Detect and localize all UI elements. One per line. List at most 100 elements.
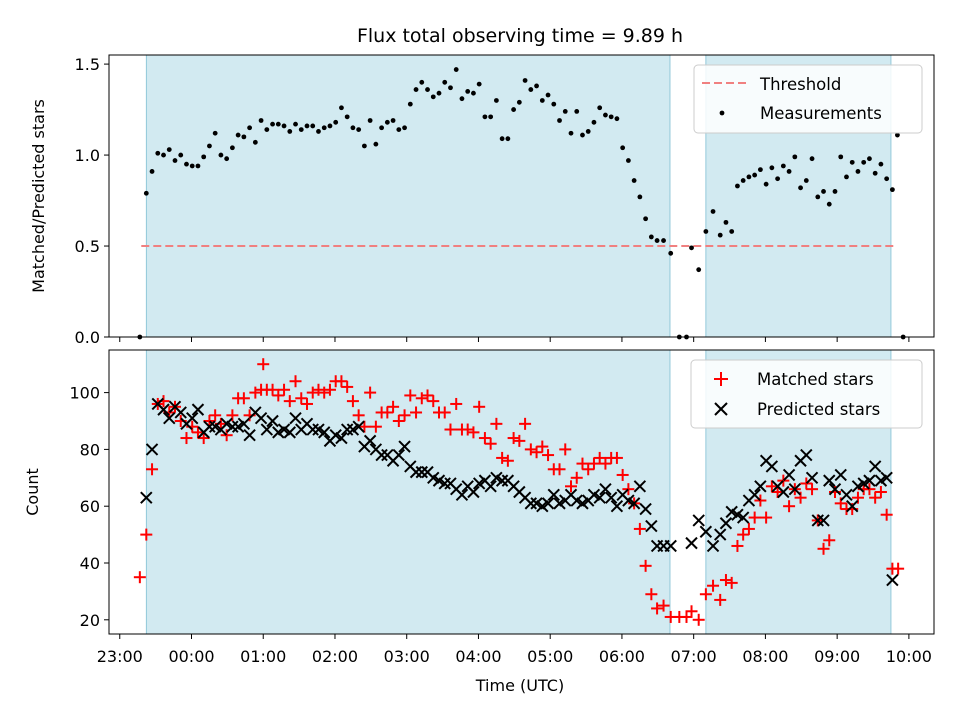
measurement-point (144, 191, 149, 196)
measurement-point (483, 114, 488, 119)
measurement-point (402, 125, 407, 130)
measurement-point (592, 120, 597, 125)
x-tick-label: 01:00 (240, 647, 286, 666)
measurement-point (345, 114, 350, 119)
measurement-point (373, 142, 378, 147)
measurement-point (718, 233, 723, 238)
measurement-point (173, 158, 178, 163)
measurement-point (838, 154, 843, 159)
measurement-point (528, 87, 533, 92)
x-tick-label: 04:00 (455, 647, 501, 666)
measurement-point (557, 118, 562, 123)
bottom-legend: Matched stars Predicted stars (691, 360, 922, 428)
x-tick-label: 02:00 (312, 647, 358, 666)
measurement-point (563, 109, 568, 114)
measurement-point (414, 87, 419, 92)
measurement-point (419, 80, 424, 85)
measurement-point (867, 156, 872, 161)
measurement-point (620, 145, 625, 150)
measurement-point (465, 89, 470, 94)
measurement-point (391, 118, 396, 123)
legend-measurements-label: Measurements (760, 104, 882, 123)
measurement-point (408, 102, 413, 107)
measurement-point (850, 160, 855, 165)
measurement-point (494, 98, 499, 103)
measurement-point (460, 96, 465, 101)
measurement-point (747, 174, 752, 179)
measurement-point (328, 124, 333, 129)
measurement-point (758, 167, 763, 172)
measurement-point (569, 131, 574, 136)
measurement-point (815, 195, 820, 200)
top-x-ticks (120, 337, 909, 342)
measurement-point (597, 105, 602, 110)
measurement-point (574, 109, 579, 114)
measurement-point (729, 229, 734, 234)
measurement-point (236, 133, 241, 138)
measurement-point (368, 118, 373, 123)
bottom-x-ticks: 23:00 00:00 01:00 02:00 03:00 04:00 05:00 06:00… (97, 634, 932, 666)
measurement-point (696, 267, 701, 272)
measurement-point (833, 189, 838, 194)
measurement-point (609, 114, 614, 119)
chart: 0.00.51.01.5 Flux total observing time =… (0, 0, 960, 720)
measurement-point (454, 67, 459, 72)
measurement-point (396, 127, 401, 132)
measurement-point (586, 129, 591, 134)
measurement-point (741, 178, 746, 183)
measurement-point (703, 229, 708, 234)
measurement-point (798, 185, 803, 190)
measurement-point (810, 156, 815, 161)
top-panel: 0.0 0.5 1.0 1.5 Flux total observing time =… (29, 25, 934, 347)
measurement-point (890, 187, 895, 192)
legend-predicted-label: Predicted stars (757, 400, 880, 419)
y-tick-label: 80 (80, 440, 100, 459)
x-tick-label: 07:00 (671, 647, 717, 666)
measurement-point (534, 84, 539, 89)
x-tick-label: 23:00 (97, 647, 143, 666)
measurement-point (861, 160, 866, 165)
measurement-point (752, 173, 757, 178)
measurement-point (781, 164, 786, 169)
measurement-point (551, 102, 556, 107)
x-tick-label: 09:00 (814, 647, 860, 666)
y-tick-label: 40 (80, 554, 100, 573)
measurement-point (856, 169, 861, 174)
measurement-point (224, 156, 229, 161)
measurement-point (724, 220, 729, 225)
top-y-axis-label: Matched/Predicted stars (29, 99, 48, 293)
measurement-point (293, 122, 298, 127)
measurement-point (196, 164, 201, 169)
x-tick-label: 00:00 (168, 647, 214, 666)
measurement-point (523, 78, 528, 83)
measurement-point (471, 91, 476, 96)
measurement-point (155, 151, 160, 156)
y-tick-label: 20 (80, 611, 100, 630)
measurement-point (322, 125, 327, 130)
x-tick-label: 03:00 (384, 647, 430, 666)
measurement-point (282, 124, 287, 129)
measurement-point (827, 202, 832, 207)
measurement-point (511, 107, 516, 112)
measurement-point (190, 164, 195, 169)
measurement-point (603, 113, 608, 118)
measurement-point (167, 147, 172, 152)
measurement-point (270, 122, 275, 127)
measurement-point (207, 144, 212, 149)
measurement-point (253, 140, 258, 145)
measurement-point (787, 169, 792, 174)
measurement-point (431, 94, 436, 99)
measurement-point (764, 182, 769, 187)
measurement-point (540, 98, 545, 103)
predicted-star-point (686, 538, 697, 549)
matched-star-point (693, 614, 705, 626)
measurement-point (517, 100, 522, 105)
legend-threshold-label: Threshold (759, 75, 841, 94)
measurement-point (385, 120, 390, 125)
matched-star-point (134, 571, 146, 583)
measurement-point (477, 82, 482, 87)
measurement-point (821, 189, 826, 194)
legend-measurements-swatch (720, 111, 725, 116)
measurement-point (264, 127, 269, 132)
measurement-point (437, 91, 442, 96)
